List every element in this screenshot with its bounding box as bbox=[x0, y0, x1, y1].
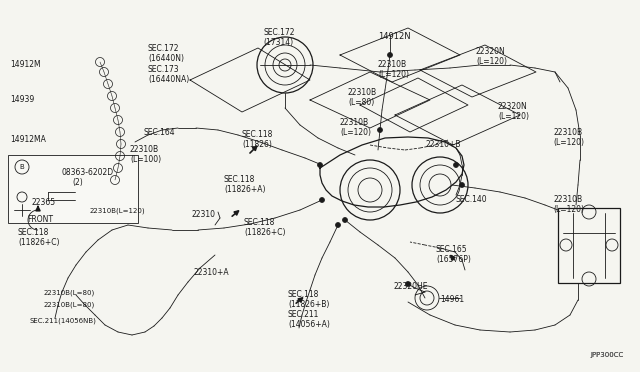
Text: 22320N: 22320N bbox=[476, 47, 506, 56]
Text: (11826+C): (11826+C) bbox=[244, 228, 285, 237]
Text: (L=120): (L=120) bbox=[378, 70, 409, 79]
Text: 22310B: 22310B bbox=[553, 195, 582, 204]
Text: (16576P): (16576P) bbox=[436, 255, 471, 264]
Circle shape bbox=[319, 198, 324, 202]
Text: (11826+B): (11826+B) bbox=[288, 300, 330, 309]
Text: 22310B: 22310B bbox=[348, 88, 377, 97]
Text: 14961: 14961 bbox=[440, 295, 464, 304]
Text: 22310B: 22310B bbox=[130, 145, 159, 154]
Text: 22310B(L=80): 22310B(L=80) bbox=[44, 290, 95, 296]
Text: 22365: 22365 bbox=[32, 198, 56, 207]
Text: (16440N): (16440N) bbox=[148, 54, 184, 63]
Text: (L=120): (L=120) bbox=[498, 112, 529, 121]
Text: (L=120): (L=120) bbox=[476, 57, 507, 66]
Circle shape bbox=[335, 222, 340, 228]
Text: (2): (2) bbox=[72, 178, 83, 187]
Text: 14912M: 14912M bbox=[10, 60, 40, 69]
Text: (L=80): (L=80) bbox=[348, 98, 374, 107]
FancyBboxPatch shape bbox=[8, 155, 138, 223]
Circle shape bbox=[406, 282, 410, 286]
Text: JPP300CC: JPP300CC bbox=[590, 352, 623, 358]
Text: JPP300CC: JPP300CC bbox=[590, 352, 623, 358]
Circle shape bbox=[460, 183, 465, 187]
Circle shape bbox=[317, 163, 323, 167]
Text: (L=120): (L=120) bbox=[340, 128, 371, 137]
Text: 22310B: 22310B bbox=[340, 118, 369, 127]
Text: (16440NA): (16440NA) bbox=[148, 75, 189, 84]
Text: SEC.173: SEC.173 bbox=[148, 65, 180, 74]
Circle shape bbox=[378, 128, 383, 132]
Text: 22310B(L=80): 22310B(L=80) bbox=[44, 302, 95, 308]
Text: 22310B(L=120): 22310B(L=120) bbox=[90, 207, 146, 214]
Text: SEC.172: SEC.172 bbox=[263, 28, 294, 37]
Text: SEC.211: SEC.211 bbox=[288, 310, 319, 319]
Text: (L=100): (L=100) bbox=[130, 155, 161, 164]
Text: (11826+A): (11826+A) bbox=[224, 185, 266, 194]
Text: FRONT: FRONT bbox=[27, 215, 53, 224]
Text: 22310+B: 22310+B bbox=[425, 140, 461, 149]
Text: 08363-6202D: 08363-6202D bbox=[62, 168, 114, 177]
Text: (11826+C): (11826+C) bbox=[18, 238, 60, 247]
Text: SEC.140: SEC.140 bbox=[455, 195, 486, 204]
Text: 14939: 14939 bbox=[10, 95, 35, 104]
Text: 22320HE: 22320HE bbox=[393, 282, 428, 291]
Text: 14912N: 14912N bbox=[378, 32, 411, 41]
Text: 14912MA: 14912MA bbox=[10, 135, 46, 144]
Text: SEC.164: SEC.164 bbox=[143, 128, 175, 137]
Text: 22310: 22310 bbox=[192, 210, 216, 219]
Text: (L=120): (L=120) bbox=[553, 205, 584, 214]
Text: (14056+A): (14056+A) bbox=[288, 320, 330, 329]
Text: SEC.118: SEC.118 bbox=[224, 175, 255, 184]
Text: (17314): (17314) bbox=[263, 38, 293, 47]
Text: (11826): (11826) bbox=[242, 140, 272, 149]
Text: 22310B: 22310B bbox=[378, 60, 407, 69]
Text: 22320N: 22320N bbox=[498, 102, 528, 111]
Circle shape bbox=[454, 163, 458, 167]
Circle shape bbox=[387, 52, 392, 58]
Circle shape bbox=[342, 218, 348, 222]
Text: 22310B: 22310B bbox=[553, 128, 582, 137]
Text: (L=120): (L=120) bbox=[553, 138, 584, 147]
Text: SEC.211(14056NB): SEC.211(14056NB) bbox=[30, 318, 97, 324]
Text: SEC.165: SEC.165 bbox=[436, 245, 468, 254]
Text: SEC.172: SEC.172 bbox=[148, 44, 179, 53]
Text: 22310+A: 22310+A bbox=[194, 268, 230, 277]
Text: SEC.118: SEC.118 bbox=[242, 130, 273, 139]
Text: B: B bbox=[20, 164, 24, 170]
Text: SEC.118: SEC.118 bbox=[244, 218, 275, 227]
Text: SEC.118: SEC.118 bbox=[288, 290, 319, 299]
Text: SEC.118: SEC.118 bbox=[18, 228, 49, 237]
